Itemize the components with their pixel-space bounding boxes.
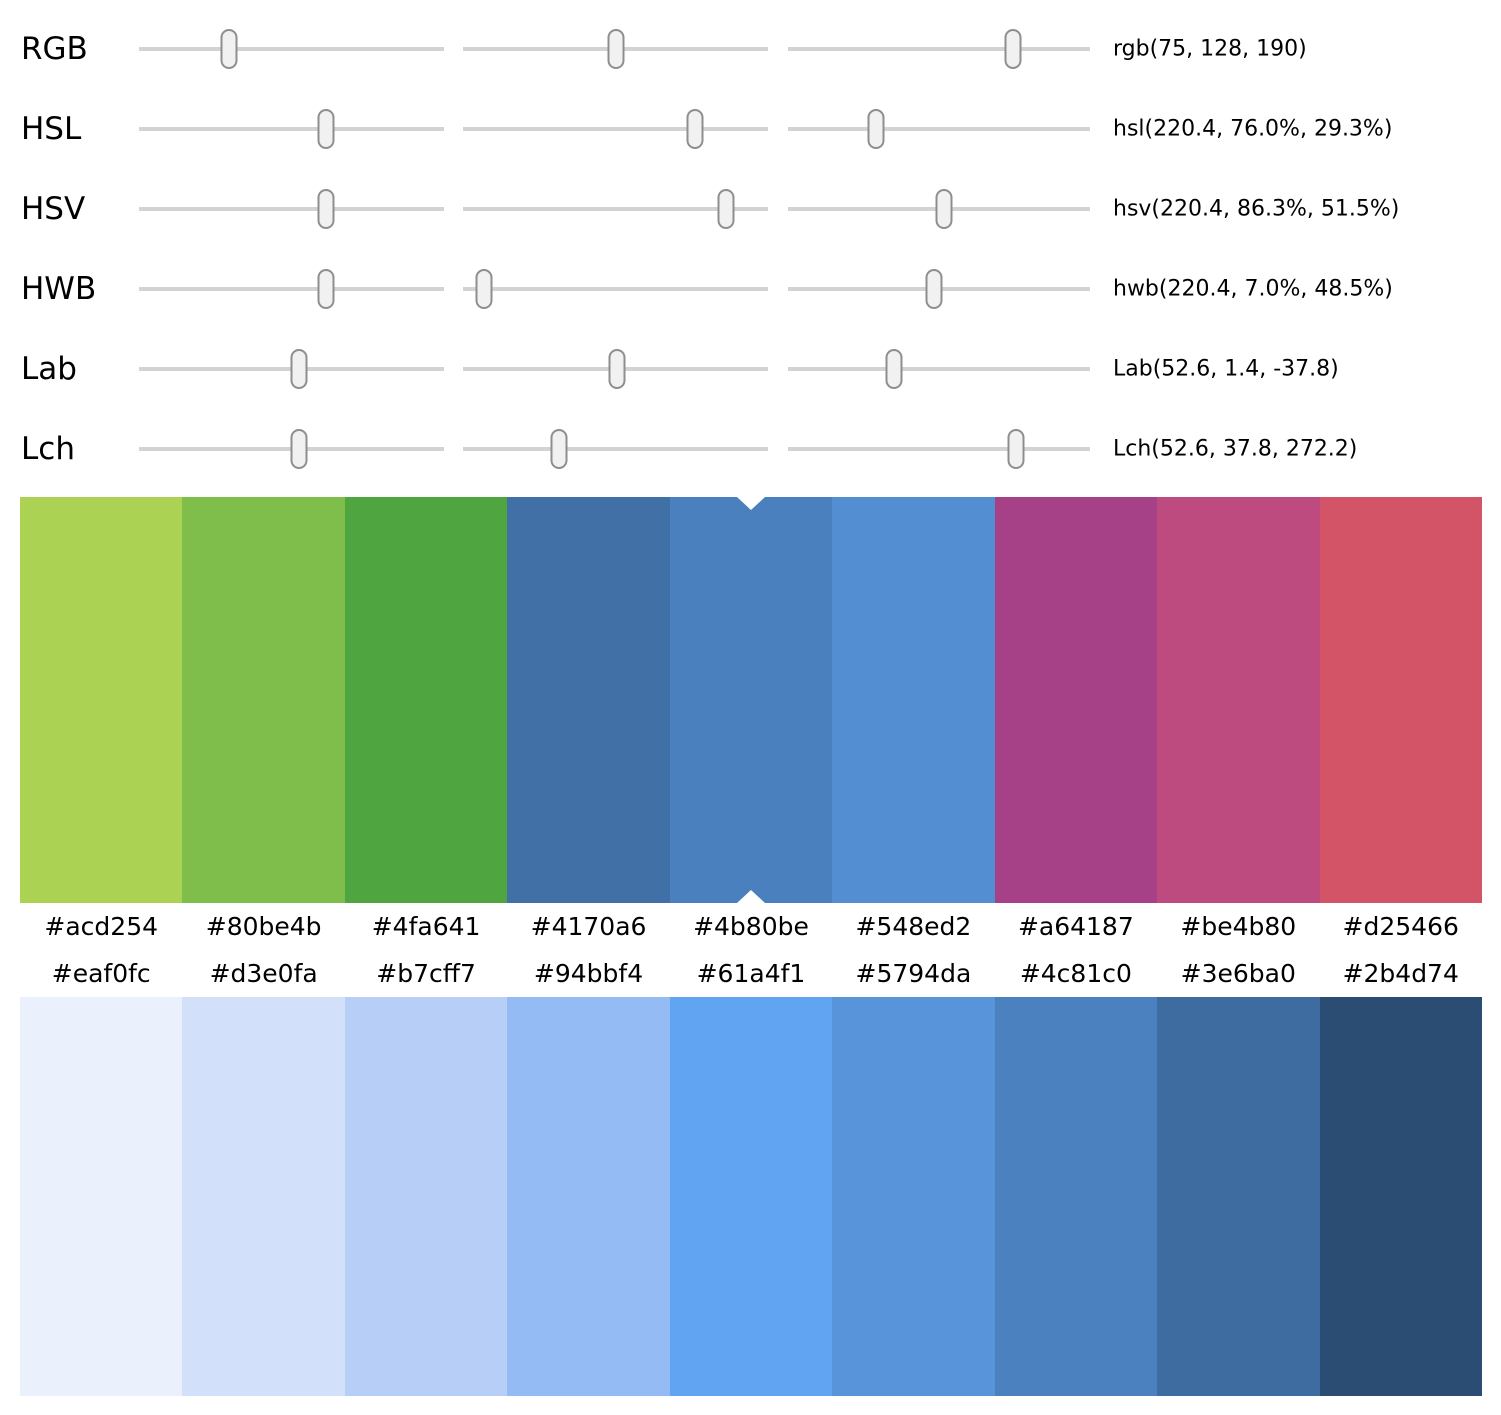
lab-slider-track-1[interactable] (139, 349, 444, 389)
color-value-text: hwb(220.4, 7.0%, 48.5%) (1113, 276, 1393, 302)
hue-swatch-5[interactable] (669, 497, 833, 903)
lch-slider-thumb-1[interactable] (290, 429, 308, 469)
shade-hex-label-5: #61a4f1 (696, 959, 806, 988)
shade-palette-labels: #eaf0fc #d3e0fa #b7cff7 #94bbf4 #61a4f1 #5794… (20, 950, 1482, 997)
hsv-slider-thumb-1[interactable] (317, 189, 335, 229)
color-value-text: hsl(220.4, 76.0%, 29.3%) (1113, 116, 1393, 142)
hwb-slider-thumb-2[interactable] (475, 269, 493, 309)
slider-group-label: HSL (21, 111, 82, 147)
lch-slider-track-3[interactable] (788, 429, 1090, 469)
hue-hex-label-8: #be4b80 (1180, 912, 1297, 941)
hsl-slider-thumb-2[interactable] (686, 109, 704, 149)
hwb-slider-thumb-1[interactable] (317, 269, 335, 309)
hsv-slider-thumb-2[interactable] (717, 189, 735, 229)
selected-swatch-notch-bottom-icon (737, 890, 765, 903)
shade-hex-label-4: #94bbf4 (533, 959, 644, 988)
hue-hex-label-4: #4170a6 (530, 912, 647, 941)
shade-swatch-3[interactable] (344, 997, 508, 1396)
hue-swatch-4[interactable] (507, 497, 670, 903)
shade-hex-label-8: #3e6ba0 (1180, 959, 1296, 988)
hwb-slider-track-1[interactable] (139, 269, 444, 309)
lab-slider-thumb-3[interactable] (885, 349, 903, 389)
hsv-slider-track-2[interactable] (463, 189, 768, 229)
rgb-slider-track-2[interactable] (463, 29, 768, 69)
slider-row-lch: Lch Lch(52.6, 37.8, 272.2) (0, 409, 1501, 489)
shade-swatch-4[interactable] (507, 997, 670, 1396)
shade-hex-label-2: #d3e0fa (209, 959, 318, 988)
hue-hex-label-2: #80be4b (205, 912, 322, 941)
hue-hex-label-6: #548ed2 (855, 912, 972, 941)
slider-group-label: Lch (21, 431, 75, 467)
hue-hex-label-1: #acd254 (44, 912, 159, 941)
lab-slider-track-3[interactable] (788, 349, 1090, 389)
slider-row-hsv: HSV hsv(220.4, 86.3%, 51.5%) (0, 169, 1501, 249)
hue-swatch-3[interactable] (344, 497, 508, 903)
hwb-slider-track-2[interactable] (463, 269, 768, 309)
lab-slider-track-2[interactable] (463, 349, 768, 389)
lch-slider-track-2[interactable] (463, 429, 768, 469)
lab-slider-thumb-1[interactable] (290, 349, 308, 389)
rgb-slider-track-1[interactable] (139, 29, 444, 69)
shade-swatch-7[interactable] (994, 997, 1158, 1396)
slider-row-hwb: HWB hwb(220.4, 7.0%, 48.5%) (0, 249, 1501, 329)
hsv-slider-track-3[interactable] (788, 189, 1090, 229)
rgb-slider-thumb-3[interactable] (1004, 29, 1022, 69)
color-value-text: hsv(220.4, 86.3%, 51.5%) (1113, 196, 1400, 222)
hue-hex-label-7: #a64187 (1017, 912, 1134, 941)
rgb-slider-thumb-2[interactable] (607, 29, 625, 69)
slider-row-hsl: HSL hsl(220.4, 76.0%, 29.3%) (0, 89, 1501, 169)
hue-swatch-9[interactable] (1319, 497, 1482, 903)
hue-swatch-6[interactable] (832, 497, 995, 903)
lch-slider-thumb-2[interactable] (550, 429, 568, 469)
slider-panel: RGB rgb(75, 128, 190) HSL hsl(220.4, 76.… (0, 0, 1501, 489)
hue-palette (20, 497, 1482, 903)
color-value-text: rgb(75, 128, 190) (1113, 36, 1307, 62)
hue-swatch-8[interactable] (1157, 497, 1320, 903)
hwb-slider-thumb-3[interactable] (925, 269, 943, 309)
hue-palette-labels: #acd254 #80be4b #4fa641 #4170a6 #4b80be #548e… (20, 903, 1482, 950)
hwb-slider-track-3[interactable] (788, 269, 1090, 309)
hue-swatch-1[interactable] (20, 497, 183, 903)
shade-swatch-5[interactable] (669, 997, 833, 1396)
slider-row-rgb: RGB rgb(75, 128, 190) (0, 9, 1501, 89)
hsv-slider-thumb-3[interactable] (935, 189, 953, 229)
hue-hex-label-5: #4b80be (693, 912, 809, 941)
shade-swatch-8[interactable] (1157, 997, 1320, 1396)
lch-slider-track-1[interactable] (139, 429, 444, 469)
hsl-slider-track-3[interactable] (788, 109, 1090, 149)
hsl-slider-thumb-3[interactable] (867, 109, 885, 149)
hue-swatch-7[interactable] (994, 497, 1158, 903)
hue-swatch-2[interactable] (182, 497, 345, 903)
rgb-slider-thumb-1[interactable] (220, 29, 238, 69)
lch-slider-thumb-3[interactable] (1007, 429, 1025, 469)
shade-hex-label-1: #eaf0fc (51, 959, 151, 988)
hsl-slider-thumb-1[interactable] (317, 109, 335, 149)
shade-hex-label-9: #2b4d74 (1342, 959, 1459, 988)
shade-hex-label-6: #5794da (855, 959, 972, 988)
slider-group-label: RGB (21, 31, 88, 67)
color-value-text: Lab(52.6, 1.4, -37.8) (1113, 356, 1339, 382)
shade-hex-label-3: #b7cff7 (376, 959, 476, 988)
shade-swatch-6[interactable] (832, 997, 995, 1396)
hsv-slider-track-1[interactable] (139, 189, 444, 229)
slider-group-label: HWB (21, 271, 97, 307)
hsl-slider-track-1[interactable] (139, 109, 444, 149)
lab-slider-thumb-2[interactable] (608, 349, 626, 389)
shade-swatch-1[interactable] (20, 997, 183, 1396)
selected-swatch-notch-top-icon (737, 497, 765, 510)
color-value-text: Lch(52.6, 37.8, 272.2) (1113, 436, 1358, 462)
shade-swatch-2[interactable] (182, 997, 345, 1396)
hue-hex-label-3: #4fa641 (371, 912, 481, 941)
hsl-slider-track-2[interactable] (463, 109, 768, 149)
rgb-slider-track-3[interactable] (788, 29, 1090, 69)
shade-swatch-9[interactable] (1319, 997, 1482, 1396)
slider-group-label: HSV (21, 191, 86, 227)
shade-hex-label-7: #4c81c0 (1019, 959, 1132, 988)
shade-palette (20, 997, 1482, 1396)
hue-hex-label-9: #d25466 (1342, 912, 1459, 941)
slider-row-lab: Lab Lab(52.6, 1.4, -37.8) (0, 329, 1501, 409)
slider-group-label: Lab (21, 351, 77, 387)
